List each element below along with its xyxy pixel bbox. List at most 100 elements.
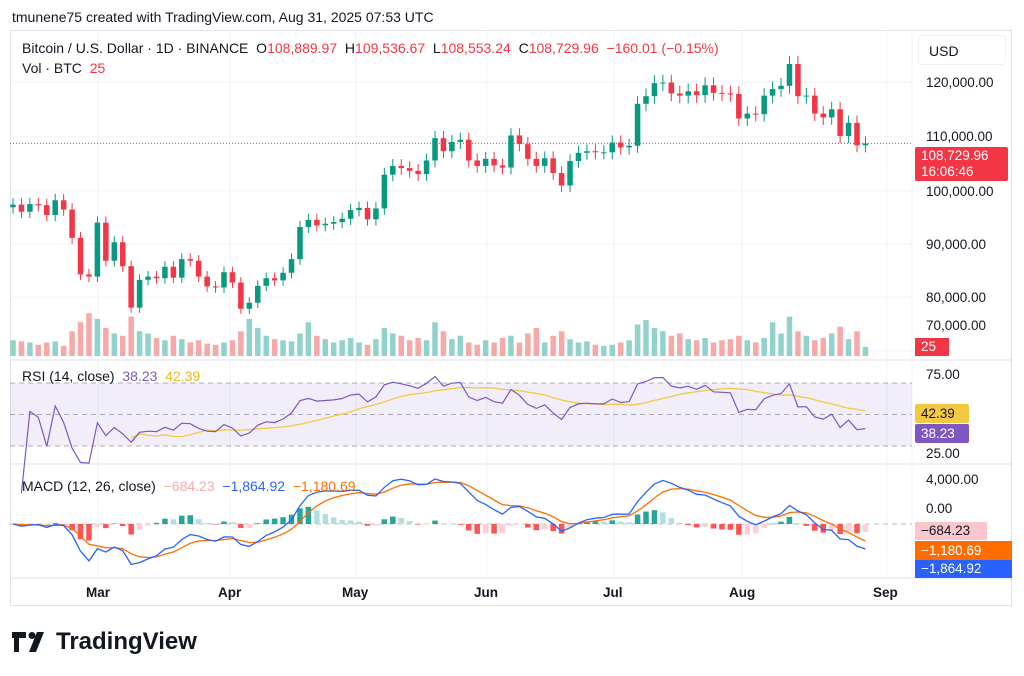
macd-line <box>12 478 866 566</box>
volume-bar <box>364 344 371 356</box>
candle-body <box>660 82 666 84</box>
candle-body <box>390 165 396 175</box>
candle-body <box>406 168 413 171</box>
candle-body <box>584 151 590 153</box>
candle-body <box>255 285 261 303</box>
candle-body <box>837 109 843 136</box>
volume-bar <box>508 335 514 356</box>
macd-histogram-bar <box>271 518 278 524</box>
rsi-ma-value: 42.39 <box>165 368 201 384</box>
candle-body <box>727 93 734 95</box>
tradingview-logo[interactable]: TradingView <box>12 628 197 656</box>
candle-body <box>685 91 691 96</box>
volume-bar <box>35 344 42 356</box>
candle-body <box>736 93 742 119</box>
candle-body <box>845 122 852 136</box>
macd-histogram-bar <box>466 524 472 531</box>
volume-bar <box>297 333 303 356</box>
candle-body <box>820 113 826 118</box>
volume-label[interactable]: Vol · BTC <box>22 60 82 76</box>
macd-label[interactable]: MACD (12, 26, close) <box>22 478 156 494</box>
macd-histogram-bar <box>322 514 329 524</box>
volume-bar <box>516 342 523 356</box>
volume-bar <box>482 340 489 356</box>
rsi-ma-tag: 42.39 <box>915 404 969 423</box>
macd-histogram-bar <box>347 520 354 524</box>
tradingview-logo-icon <box>12 632 44 652</box>
volume-bar <box>69 331 75 356</box>
volume-bar <box>499 338 506 356</box>
volume-bar <box>229 340 236 356</box>
macd-histogram-bar <box>415 524 421 525</box>
candle-body <box>60 200 67 210</box>
macd-histogram-bar <box>828 524 835 531</box>
volume-bar <box>541 342 548 356</box>
macd-histogram-bar <box>330 517 337 524</box>
candle-body <box>288 259 295 273</box>
macd-histogram-bar <box>195 519 202 524</box>
candle-body <box>432 138 438 161</box>
volume-bar <box>381 327 388 356</box>
rsi-tick: 75.00 <box>926 367 960 382</box>
candle-body <box>330 222 337 224</box>
macd-histogram-bar <box>609 520 615 524</box>
candle-body <box>449 141 455 152</box>
volume-bar <box>795 331 801 356</box>
volume-bar <box>356 342 362 356</box>
volume-bar <box>558 331 565 356</box>
candle-body <box>415 170 421 175</box>
volume-bar <box>195 340 202 356</box>
candle-body <box>482 158 489 166</box>
candle-body <box>567 161 573 186</box>
candle-body <box>423 160 430 175</box>
candle-body <box>381 174 388 209</box>
macd-histogram-bar <box>77 524 84 540</box>
volume-bar <box>609 344 615 356</box>
symbol-name[interactable]: Bitcoin / U.S. Dollar · 1D · BINANCE <box>22 40 249 56</box>
change-value: −160.01 (−0.15%) <box>606 40 719 56</box>
volume-bar <box>10 340 16 356</box>
volume-bar <box>390 333 396 356</box>
volume-bar <box>449 339 455 356</box>
volume-bar <box>786 316 793 356</box>
volume-bar <box>145 333 151 356</box>
rsi-label[interactable]: RSI (14, close) <box>22 368 115 384</box>
macd-histogram-bar <box>136 524 143 530</box>
macd-hist-value: −684.23 <box>163 478 215 494</box>
volume-bar <box>52 341 58 356</box>
macd-histogram-bar <box>432 520 438 524</box>
volume-bar <box>634 324 641 356</box>
candle-body <box>69 209 75 238</box>
macd-histogram-bar <box>685 524 691 526</box>
volume-bar <box>525 333 531 356</box>
time-tick: Mar <box>86 585 111 600</box>
macd-histogram-bar <box>238 524 244 528</box>
candle-body <box>508 135 514 168</box>
macd-histogram-bar <box>643 511 649 524</box>
candle-body <box>854 122 860 146</box>
close-value: 108,729.96 <box>528 40 599 56</box>
volume-bar <box>373 339 379 356</box>
volume-bar <box>330 342 337 356</box>
candle-body <box>246 302 253 309</box>
volume-bar <box>769 322 776 356</box>
macd-histogram-bar <box>153 522 160 524</box>
volume-bar <box>271 339 278 356</box>
candle-body <box>145 276 151 280</box>
macd-histogram-bar <box>854 524 860 534</box>
price-tick: 100,000.00 <box>926 184 994 199</box>
volume-bar <box>845 339 852 356</box>
currency-button[interactable]: USD <box>918 35 1006 65</box>
candle-body <box>812 95 818 114</box>
candle-body <box>221 272 227 288</box>
rsi-tag: 38.23 <box>915 424 969 443</box>
macd-histogram-bar <box>651 510 658 524</box>
macd-histogram-bar <box>508 524 514 526</box>
volume-value: 25 <box>89 60 106 76</box>
volume-bar <box>778 333 784 356</box>
volume-bar <box>854 331 860 356</box>
rsi-legend: RSI (14, close) 38.23 42.39 <box>22 368 200 384</box>
macd-hist-tag: −684.23 <box>915 522 987 540</box>
